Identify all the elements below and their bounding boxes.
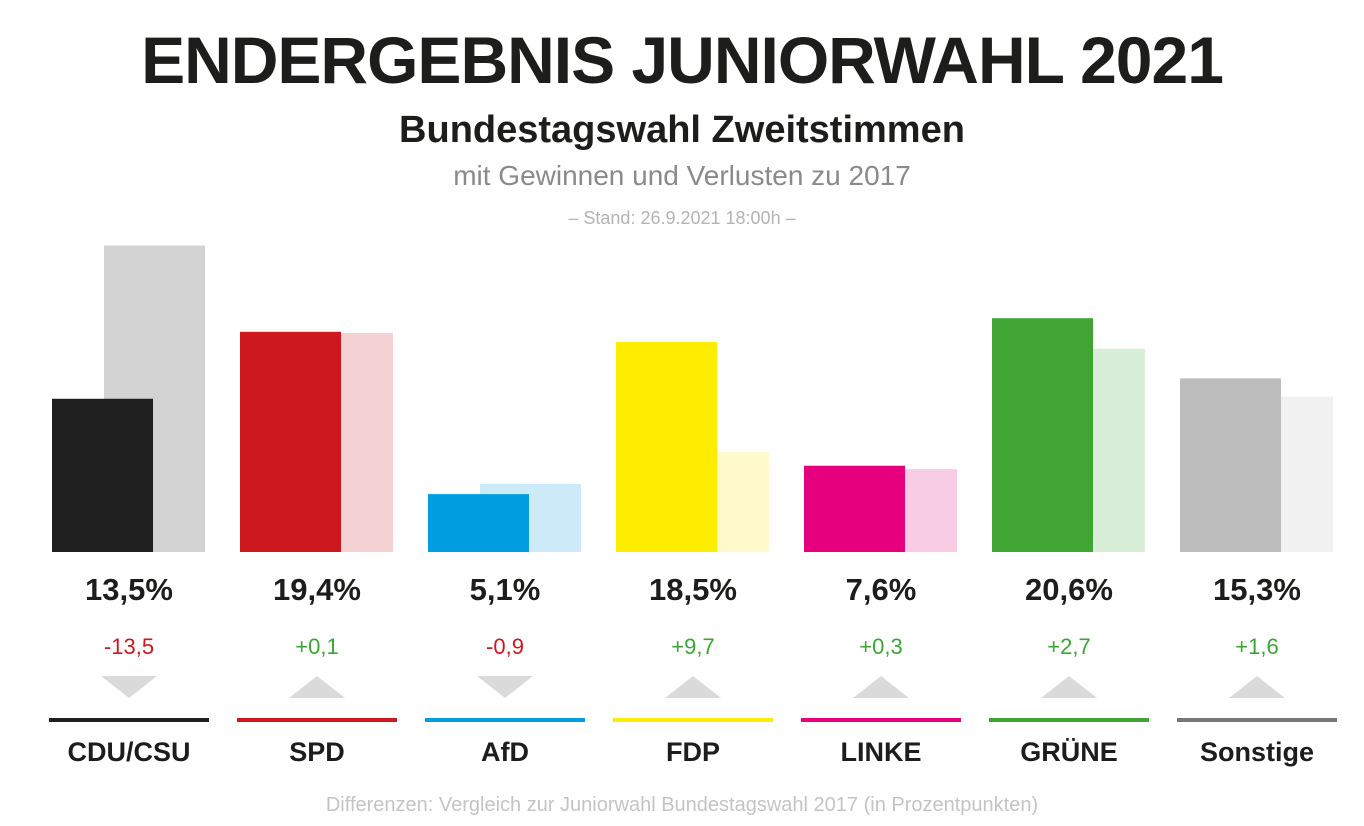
bar-2021-linke (804, 465, 905, 552)
arrow-down-icon (477, 676, 533, 698)
bar-2021-spd (240, 331, 341, 552)
party-color-line (1177, 718, 1337, 722)
delta-label: +0,3 (859, 634, 903, 659)
footnote: Differenzen: Vergleich zur Juniorwahl Bu… (325, 794, 1039, 816)
bar-2021-fdp (616, 342, 717, 552)
party-color-line (49, 718, 209, 722)
arrow-up-icon (1041, 676, 1097, 698)
bar-2021-grüne (992, 318, 1093, 552)
party-result: 15,3% +1,6 (1167, 570, 1347, 698)
delta-label: +0,1 (295, 634, 339, 659)
arrow-up-icon (289, 676, 345, 698)
value-label: 15,3% (1213, 572, 1301, 607)
party-result: 13,5% -13,5 (39, 570, 219, 698)
delta-label: -13,5 (103, 634, 155, 659)
party-result: 20,6% +2,7 (979, 570, 1159, 698)
chart-subtitle: Bundestagswahl Zweitstimmen (399, 109, 965, 151)
arrow-up-icon (1229, 676, 1285, 698)
delta-label: +9,7 (671, 634, 715, 659)
bar-2021-cdu-csu (52, 398, 153, 552)
party-color-line (613, 718, 773, 722)
party-label: CDU/CSU (67, 737, 191, 767)
timestamp-label: – Stand: 26.9.2021 18:00h – (568, 208, 796, 228)
party-label: GRÜNE (1020, 737, 1118, 767)
bar-2021-afd (428, 494, 529, 552)
party-color-line (237, 718, 397, 722)
value-label: 13,5% (85, 572, 173, 607)
value-label: 20,6% (1025, 572, 1113, 607)
delta-label: +1,6 (1235, 634, 1279, 659)
arrow-down-icon (101, 676, 157, 698)
party-result: 5,1% -0,9 (415, 570, 595, 698)
arrow-up-icon (853, 676, 909, 698)
party-result: 18,5% +9,7 (603, 570, 783, 698)
delta-label: -0,9 (486, 634, 524, 659)
party-color-line (989, 718, 1149, 722)
value-label: 7,6% (845, 572, 917, 607)
chart-title: ENDERGEBNIS JUNIORWAHL 2021 (141, 23, 1224, 97)
delta-label: +2,7 (1047, 634, 1091, 659)
arrow-up-icon (665, 676, 721, 698)
value-label: 19,4% (273, 572, 361, 607)
party-result: 7,6% +0,3 (791, 570, 971, 698)
bar-2021-sonstige (1180, 378, 1281, 552)
party-result: 19,4% +0,1 (227, 570, 407, 698)
chart-subtitle-secondary: mit Gewinnen und Verlusten zu 2017 (453, 160, 911, 191)
party-label: LINKE (840, 737, 922, 767)
party-color-line (425, 718, 585, 722)
party-label: SPD (289, 737, 345, 767)
party-label: AfD (481, 737, 529, 767)
party-color-line (801, 718, 961, 722)
party-label: Sonstige (1199, 737, 1314, 767)
value-label: 5,1% (469, 572, 541, 607)
party-label: FDP (666, 737, 720, 767)
value-label: 18,5% (649, 572, 737, 607)
bar-chart (52, 245, 1333, 553)
